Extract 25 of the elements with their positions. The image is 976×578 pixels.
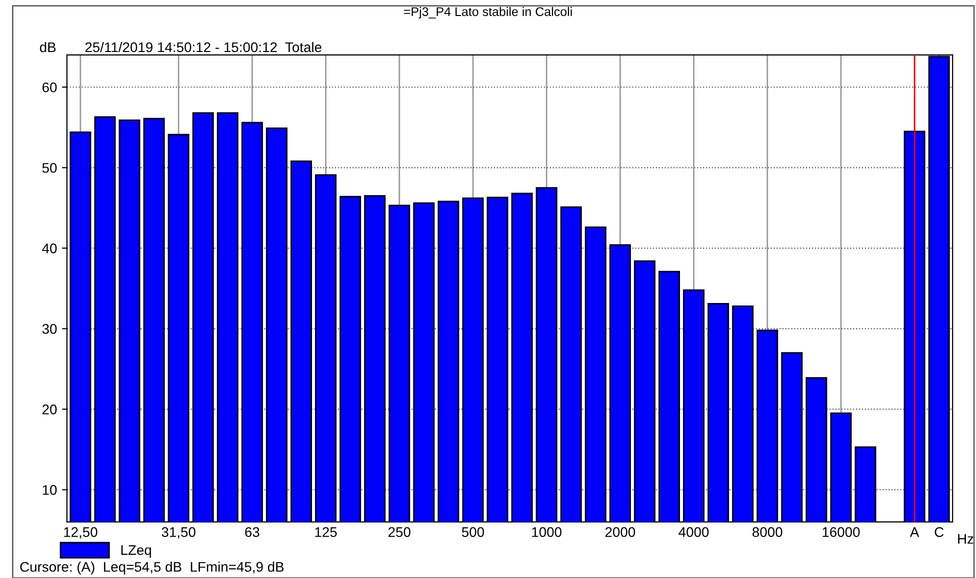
x-tick-label: C bbox=[934, 527, 944, 537]
y-tick-label: 10 bbox=[42, 485, 57, 495]
x-tick-label: 31,50 bbox=[162, 527, 196, 539]
y-tick-label: 40 bbox=[42, 243, 57, 254]
text: Cursore: (A) Leq=54,5 dB LFmin=45,9 dB bbox=[20, 562, 284, 575]
x-tick-label: 63 bbox=[245, 527, 260, 537]
x-tick-label: 4000 bbox=[678, 527, 709, 537]
chart-title: =Pj3_P4 Lato stabile in Calcoli bbox=[404, 6, 572, 19]
y-tick-label: 30 bbox=[42, 324, 57, 334]
y-axis-title: dB bbox=[40, 42, 56, 52]
x-tick-label: 16000 bbox=[822, 527, 860, 537]
y-tick-label: 60 bbox=[42, 82, 57, 92]
x-tick-label: A bbox=[910, 527, 920, 537]
x-tick-label: 250 bbox=[388, 527, 410, 537]
x-tick-label: 125 bbox=[315, 527, 337, 537]
y-tick-label: 50 bbox=[42, 162, 57, 173]
x-tick-label: 2000 bbox=[605, 527, 636, 537]
chart-subtitle: 25/11/2019 14:50:12 - 15:00:12 Totale bbox=[85, 42, 322, 52]
x-tick-label: 500 bbox=[462, 527, 484, 537]
x-axis-title: Hz bbox=[958, 534, 974, 544]
x-tick-label: 12,50 bbox=[64, 527, 98, 539]
x-tick-label: 1000 bbox=[532, 527, 562, 537]
x-tick-label: 8000 bbox=[752, 527, 782, 537]
legend-label: LZeq bbox=[121, 545, 152, 558]
y-tick-label: 20 bbox=[42, 404, 57, 414]
